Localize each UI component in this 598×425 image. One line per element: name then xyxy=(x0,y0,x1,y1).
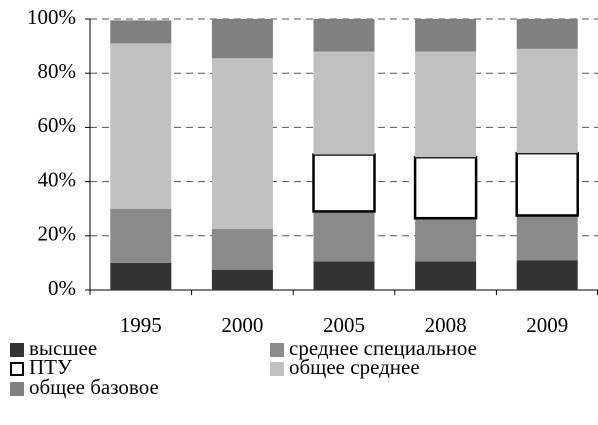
bar-segment xyxy=(313,261,375,290)
bar-segment xyxy=(415,51,477,158)
bar-segment xyxy=(312,153,376,213)
legend-swatch xyxy=(270,343,284,357)
x-tick-label: 2005 xyxy=(323,313,365,337)
x-tick-label: 2009 xyxy=(526,313,568,337)
bar-segment xyxy=(211,229,273,270)
legend-swatch xyxy=(10,382,24,396)
bar-segment xyxy=(313,211,375,262)
bar-segment xyxy=(110,20,172,44)
bar-segment xyxy=(516,19,578,49)
bar-segment xyxy=(211,58,273,230)
y-tick-label: 100% xyxy=(27,5,76,29)
bar-segment xyxy=(516,215,578,261)
bar-segment xyxy=(516,260,578,290)
x-tick-label: 2000 xyxy=(221,313,263,337)
bar-segment xyxy=(313,19,375,52)
bar-segment xyxy=(313,51,375,155)
x-tick-label: 1995 xyxy=(120,313,162,337)
bar-segment xyxy=(415,19,477,52)
bar-segment xyxy=(211,269,273,290)
y-tick-label: 80% xyxy=(38,59,77,83)
y-tick-label: 0% xyxy=(48,276,76,300)
bar-segment xyxy=(413,155,478,220)
bar-segment xyxy=(211,19,273,59)
bar-segment xyxy=(515,151,579,217)
y-tick-label: 20% xyxy=(38,222,77,246)
bar-segment xyxy=(110,43,172,209)
legend-label: ПТУ xyxy=(29,355,72,379)
y-tick-label: 40% xyxy=(38,167,77,191)
legend-label: общее среднее xyxy=(289,355,420,379)
legend-label: высшее xyxy=(29,336,97,360)
legend-swatch xyxy=(10,343,24,357)
bar-segment xyxy=(110,262,172,290)
legend-swatch xyxy=(10,362,24,376)
legend-label: среднее специальное xyxy=(289,336,477,360)
legend-label: общее базовое xyxy=(29,375,159,399)
bar-segment xyxy=(415,218,477,262)
legend-swatch xyxy=(270,362,284,376)
y-tick-label: 60% xyxy=(38,113,77,137)
bar-segment xyxy=(415,261,477,290)
x-tick-label: 2008 xyxy=(425,313,467,337)
bar-segment xyxy=(110,208,172,263)
bar-segment xyxy=(516,48,578,154)
